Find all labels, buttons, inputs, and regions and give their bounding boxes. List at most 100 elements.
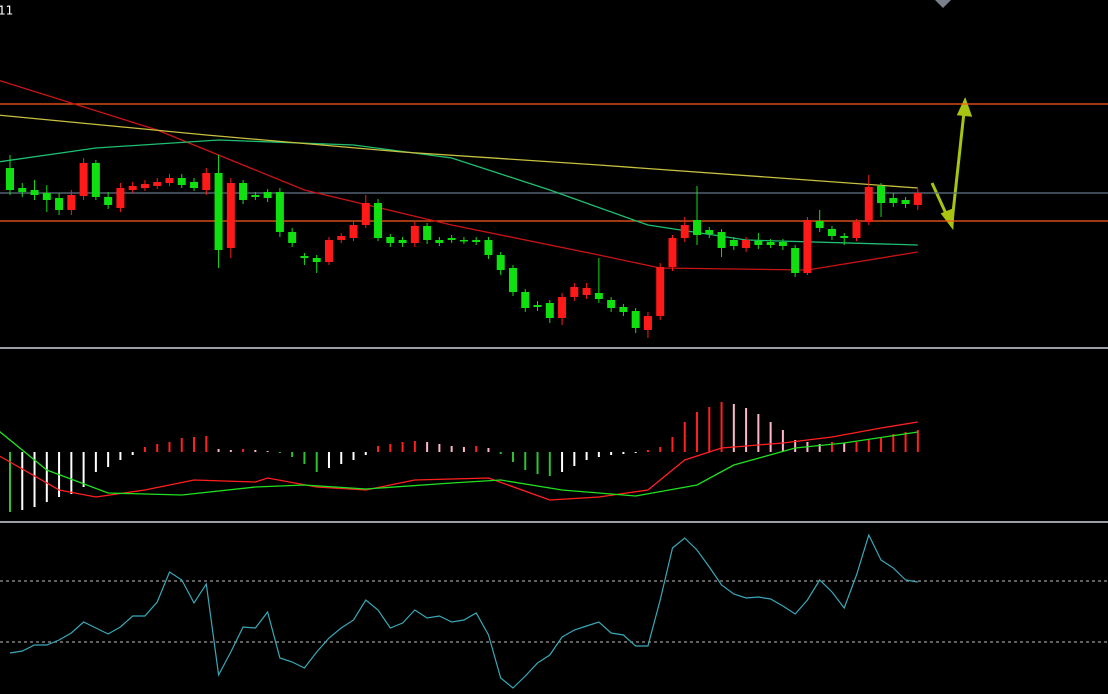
candle-body bbox=[386, 237, 395, 243]
macd-bar bbox=[622, 452, 625, 454]
macd-bar bbox=[855, 442, 858, 452]
candle-body bbox=[435, 240, 444, 243]
candle-body bbox=[300, 256, 309, 258]
candle-body bbox=[374, 203, 383, 238]
candle-body bbox=[791, 248, 800, 273]
candle-body bbox=[754, 241, 763, 245]
macd-bar bbox=[708, 407, 711, 452]
candle-body bbox=[582, 288, 591, 295]
macd-bar bbox=[573, 452, 576, 466]
macd-bar bbox=[413, 441, 416, 452]
macd-bar bbox=[131, 452, 134, 455]
scroll-marker bbox=[935, 0, 951, 8]
macd-bar bbox=[389, 444, 392, 452]
macd-bar bbox=[659, 447, 662, 452]
candle-body bbox=[190, 182, 199, 188]
candle-body bbox=[607, 300, 616, 308]
candle-body bbox=[5, 168, 14, 190]
macd-bar bbox=[450, 446, 453, 452]
candle-body bbox=[631, 311, 640, 328]
chart-label: 11 bbox=[0, 4, 13, 18]
macd-bar bbox=[462, 447, 465, 452]
macd-bar bbox=[426, 442, 429, 452]
marks bbox=[0, 80, 1108, 689]
macd-bar bbox=[70, 452, 73, 494]
candle-body bbox=[484, 240, 493, 255]
candle-body bbox=[410, 226, 419, 243]
candle-body bbox=[619, 307, 628, 312]
macd-bar bbox=[266, 451, 269, 452]
candle-body bbox=[79, 163, 88, 196]
macd-bar bbox=[646, 450, 649, 452]
candle-body bbox=[251, 195, 260, 197]
macd-bar bbox=[21, 452, 24, 510]
candle-body bbox=[778, 242, 787, 246]
candle-body bbox=[545, 303, 554, 318]
candle-body bbox=[361, 203, 370, 225]
candle-body bbox=[803, 220, 812, 273]
macd-bar bbox=[561, 452, 564, 472]
macd-bar bbox=[143, 447, 146, 452]
macd-bar bbox=[880, 437, 883, 452]
macd-bar bbox=[524, 452, 527, 470]
macd-bar bbox=[511, 452, 514, 462]
macd-bar bbox=[303, 452, 306, 464]
candle-body bbox=[742, 240, 751, 248]
macd-bar bbox=[683, 422, 686, 452]
macd-bar bbox=[720, 402, 723, 452]
candle-body bbox=[423, 226, 432, 240]
macd-bar bbox=[217, 449, 220, 452]
macd-bar bbox=[229, 450, 232, 452]
macd-bar bbox=[892, 434, 895, 452]
candle-body bbox=[447, 238, 456, 240]
candle-body bbox=[729, 240, 738, 246]
macd-bar bbox=[193, 437, 196, 452]
candle-body bbox=[288, 232, 297, 243]
moving-average bbox=[0, 139, 918, 246]
macd-bar bbox=[794, 440, 797, 452]
macd-bar bbox=[904, 432, 907, 452]
macd-bar bbox=[610, 452, 613, 455]
candle-body bbox=[116, 188, 125, 208]
macd-bar bbox=[94, 452, 97, 472]
macd-bar bbox=[475, 446, 478, 452]
macd-bar bbox=[830, 442, 833, 452]
candle-body bbox=[889, 198, 898, 203]
candle-body bbox=[656, 267, 665, 316]
candle-body bbox=[398, 240, 407, 243]
macd-bar bbox=[548, 452, 551, 476]
macd-bar bbox=[278, 452, 281, 453]
macd-bar bbox=[327, 452, 330, 468]
candle-body bbox=[693, 220, 702, 235]
macd-bar bbox=[156, 444, 159, 452]
candle-body bbox=[263, 192, 272, 198]
macd-bar bbox=[438, 444, 441, 452]
candle-body bbox=[705, 230, 714, 234]
macd-bar bbox=[45, 452, 48, 502]
macd-bar bbox=[364, 452, 367, 455]
candle-body bbox=[877, 186, 886, 203]
macd-line bbox=[0, 421, 918, 501]
macd-bar bbox=[487, 448, 490, 452]
candle-body bbox=[668, 238, 677, 267]
macd-bar bbox=[168, 442, 171, 452]
macd-bar bbox=[597, 452, 600, 457]
candle-body bbox=[275, 192, 284, 232]
candle-body bbox=[104, 197, 113, 205]
macd-bar bbox=[843, 443, 846, 452]
candle-body bbox=[202, 173, 211, 190]
candle-body bbox=[901, 200, 910, 204]
macd-bar bbox=[254, 450, 257, 452]
candle-body bbox=[214, 173, 223, 250]
candle-body bbox=[42, 193, 51, 200]
macd-bar bbox=[781, 430, 784, 452]
candle-body bbox=[558, 297, 567, 318]
candle-body bbox=[226, 183, 235, 248]
candle-body bbox=[913, 193, 922, 205]
candle-body bbox=[864, 187, 873, 222]
macd-bar bbox=[732, 404, 735, 452]
macd-bar bbox=[818, 444, 821, 452]
macd-bar bbox=[377, 446, 380, 452]
macd-bar bbox=[916, 430, 919, 452]
